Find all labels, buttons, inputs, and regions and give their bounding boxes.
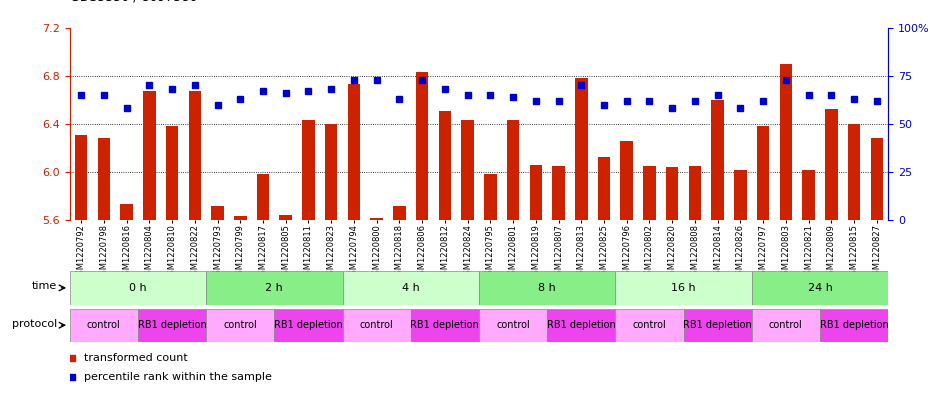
Bar xyxy=(206,309,274,342)
Bar xyxy=(644,166,656,220)
Bar xyxy=(348,84,360,220)
Text: RB1 depletion: RB1 depletion xyxy=(274,320,343,330)
Bar xyxy=(684,309,751,342)
Bar xyxy=(803,169,815,220)
Bar xyxy=(70,271,206,305)
Bar xyxy=(166,126,179,220)
Text: RB1 depletion: RB1 depletion xyxy=(547,320,616,330)
Bar xyxy=(411,309,479,342)
Text: 2 h: 2 h xyxy=(265,283,284,293)
Bar xyxy=(342,271,479,305)
Bar xyxy=(325,124,338,220)
Text: control: control xyxy=(497,320,530,330)
Text: control: control xyxy=(223,320,257,330)
Text: control: control xyxy=(360,320,393,330)
Bar xyxy=(620,141,633,220)
Bar xyxy=(825,109,838,220)
Bar xyxy=(370,218,383,220)
Bar xyxy=(820,309,888,342)
Text: control: control xyxy=(632,320,666,330)
Text: control: control xyxy=(87,320,121,330)
Text: 4 h: 4 h xyxy=(402,283,419,293)
Text: RB1 depletion: RB1 depletion xyxy=(410,320,479,330)
Bar xyxy=(711,100,724,220)
Bar xyxy=(138,309,206,342)
Bar xyxy=(257,174,269,220)
Bar xyxy=(279,215,292,220)
Bar xyxy=(734,169,747,220)
Bar xyxy=(274,309,342,342)
Bar xyxy=(393,206,405,220)
Bar xyxy=(575,78,588,220)
Bar xyxy=(70,309,138,342)
Bar xyxy=(598,158,610,220)
Text: 16 h: 16 h xyxy=(671,283,696,293)
Text: 24 h: 24 h xyxy=(807,283,832,293)
Bar xyxy=(688,166,701,220)
Bar xyxy=(751,271,888,305)
Bar xyxy=(547,309,616,342)
Text: transformed count: transformed count xyxy=(84,353,188,363)
Bar xyxy=(779,64,792,220)
Bar xyxy=(507,120,519,220)
Bar xyxy=(120,204,133,220)
Text: protocol: protocol xyxy=(12,319,57,329)
Text: RB1 depletion: RB1 depletion xyxy=(138,320,206,330)
Bar xyxy=(143,91,155,220)
Bar xyxy=(189,91,201,220)
Bar xyxy=(206,271,342,305)
Bar xyxy=(342,309,411,342)
Text: GDS5350 / 8097586: GDS5350 / 8097586 xyxy=(70,0,197,4)
Bar xyxy=(484,174,497,220)
Bar xyxy=(416,72,429,220)
Bar xyxy=(757,126,769,220)
Bar xyxy=(211,206,224,220)
Bar xyxy=(98,138,110,220)
Text: 8 h: 8 h xyxy=(538,283,556,293)
Text: RB1 depletion: RB1 depletion xyxy=(819,320,888,330)
Bar xyxy=(234,217,246,220)
Text: percentile rank within the sample: percentile rank within the sample xyxy=(84,372,272,382)
Bar xyxy=(479,309,547,342)
Bar xyxy=(616,309,684,342)
Bar xyxy=(479,271,616,305)
Bar xyxy=(616,271,751,305)
Text: 0 h: 0 h xyxy=(129,283,147,293)
Bar xyxy=(529,165,542,220)
Bar xyxy=(751,309,820,342)
Bar xyxy=(870,138,883,220)
Bar xyxy=(74,135,87,220)
Bar xyxy=(848,124,860,220)
Bar xyxy=(302,120,314,220)
Bar xyxy=(439,110,451,220)
Text: control: control xyxy=(769,320,803,330)
Text: time: time xyxy=(32,281,57,291)
Bar xyxy=(666,167,678,220)
Bar xyxy=(552,166,565,220)
Bar xyxy=(461,120,473,220)
Text: RB1 depletion: RB1 depletion xyxy=(684,320,752,330)
